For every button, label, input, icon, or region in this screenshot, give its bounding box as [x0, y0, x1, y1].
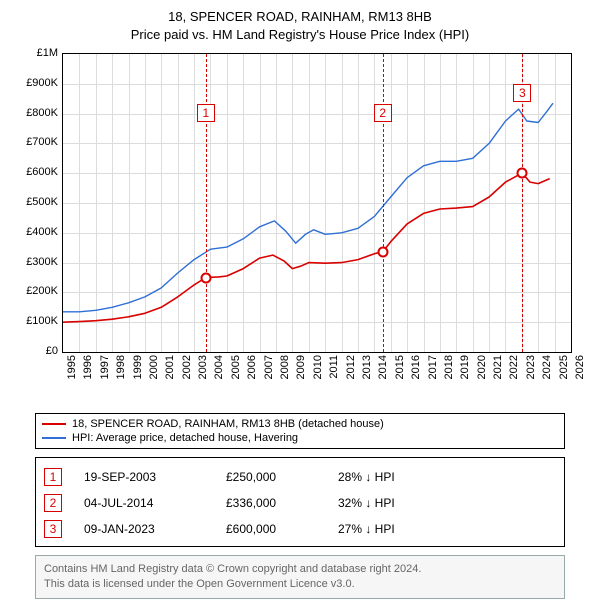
y-tick-label: £800K: [20, 107, 58, 119]
callout-price-3: £600,000: [226, 522, 316, 536]
y-tick-label: £1M: [20, 47, 58, 59]
y-tick-label: £200K: [20, 285, 58, 297]
x-tick-label: 2026: [574, 355, 600, 395]
callout-delta-2: 32% ↓ HPI: [338, 496, 428, 510]
callout-delta-3: 27% ↓ HPI: [338, 522, 428, 536]
legend-label-hpi: HPI: Average price, detached house, Have…: [72, 432, 298, 444]
y-tick-label: £900K: [20, 77, 58, 89]
callout-num-1: 1: [44, 468, 62, 486]
footer-line-1: Contains HM Land Registry data © Crown c…: [44, 562, 556, 577]
legend-swatch-property: [42, 423, 66, 425]
chart-container: 18, SPENCER ROAD, RAINHAM, RM13 8HB Pric…: [0, 0, 600, 599]
callout-row-2: 2 04-JUL-2014 £336,000 32% ↓ HPI: [44, 490, 556, 516]
callout-num-3: 3: [44, 520, 62, 538]
y-tick-label: £300K: [20, 256, 58, 268]
title-line-2: Price paid vs. HM Land Registry's House …: [0, 26, 600, 44]
callout-num-2: 2: [44, 494, 62, 512]
callout-date-1: 19-SEP-2003: [84, 470, 204, 484]
callout-delta-1: 28% ↓ HPI: [338, 470, 428, 484]
callout-price-2: £336,000: [226, 496, 316, 510]
callout-box: 1: [197, 104, 215, 122]
callout-date-3: 09-JAN-2023: [84, 522, 204, 536]
callout-table: 1 19-SEP-2003 £250,000 28% ↓ HPI 2 04-JU…: [35, 457, 565, 547]
series-hpi: [63, 103, 553, 312]
series-svg: [63, 54, 571, 352]
callout-row-3: 3 09-JAN-2023 £600,000 27% ↓ HPI: [44, 516, 556, 542]
title-line-1: 18, SPENCER ROAD, RAINHAM, RM13 8HB: [0, 8, 600, 26]
title-block: 18, SPENCER ROAD, RAINHAM, RM13 8HB Pric…: [0, 0, 600, 47]
legend: 18, SPENCER ROAD, RAINHAM, RM13 8HB (det…: [35, 413, 565, 449]
y-tick-label: £400K: [20, 226, 58, 238]
y-tick-label: £0: [20, 345, 58, 357]
callout-dot: [200, 272, 211, 283]
y-tick-label: £700K: [20, 136, 58, 148]
callout-vline: [383, 54, 384, 352]
callout-row-1: 1 19-SEP-2003 £250,000 28% ↓ HPI: [44, 464, 556, 490]
callout-date-2: 04-JUL-2014: [84, 496, 204, 510]
y-tick-label: £600K: [20, 166, 58, 178]
plot-area: 1 2 3: [62, 53, 572, 353]
legend-swatch-hpi: [42, 437, 66, 439]
callout-dot: [517, 168, 528, 179]
attribution-footer: Contains HM Land Registry data © Crown c…: [35, 555, 565, 599]
callout-box: 3: [513, 84, 531, 102]
legend-label-property: 18, SPENCER ROAD, RAINHAM, RM13 8HB (det…: [72, 418, 384, 430]
legend-row-hpi: HPI: Average price, detached house, Have…: [42, 431, 558, 445]
y-tick-label: £500K: [20, 196, 58, 208]
chart-area: 1 2 3 £0 £100K £200K £300K £400K £500K £600K £700…: [20, 47, 580, 407]
y-tick-label: £100K: [20, 315, 58, 327]
callout-box: 2: [374, 104, 392, 122]
legend-row-property: 18, SPENCER ROAD, RAINHAM, RM13 8HB (det…: [42, 417, 558, 431]
callout-dot: [377, 246, 388, 257]
callout-price-1: £250,000: [226, 470, 316, 484]
callout-vline: [206, 54, 207, 352]
